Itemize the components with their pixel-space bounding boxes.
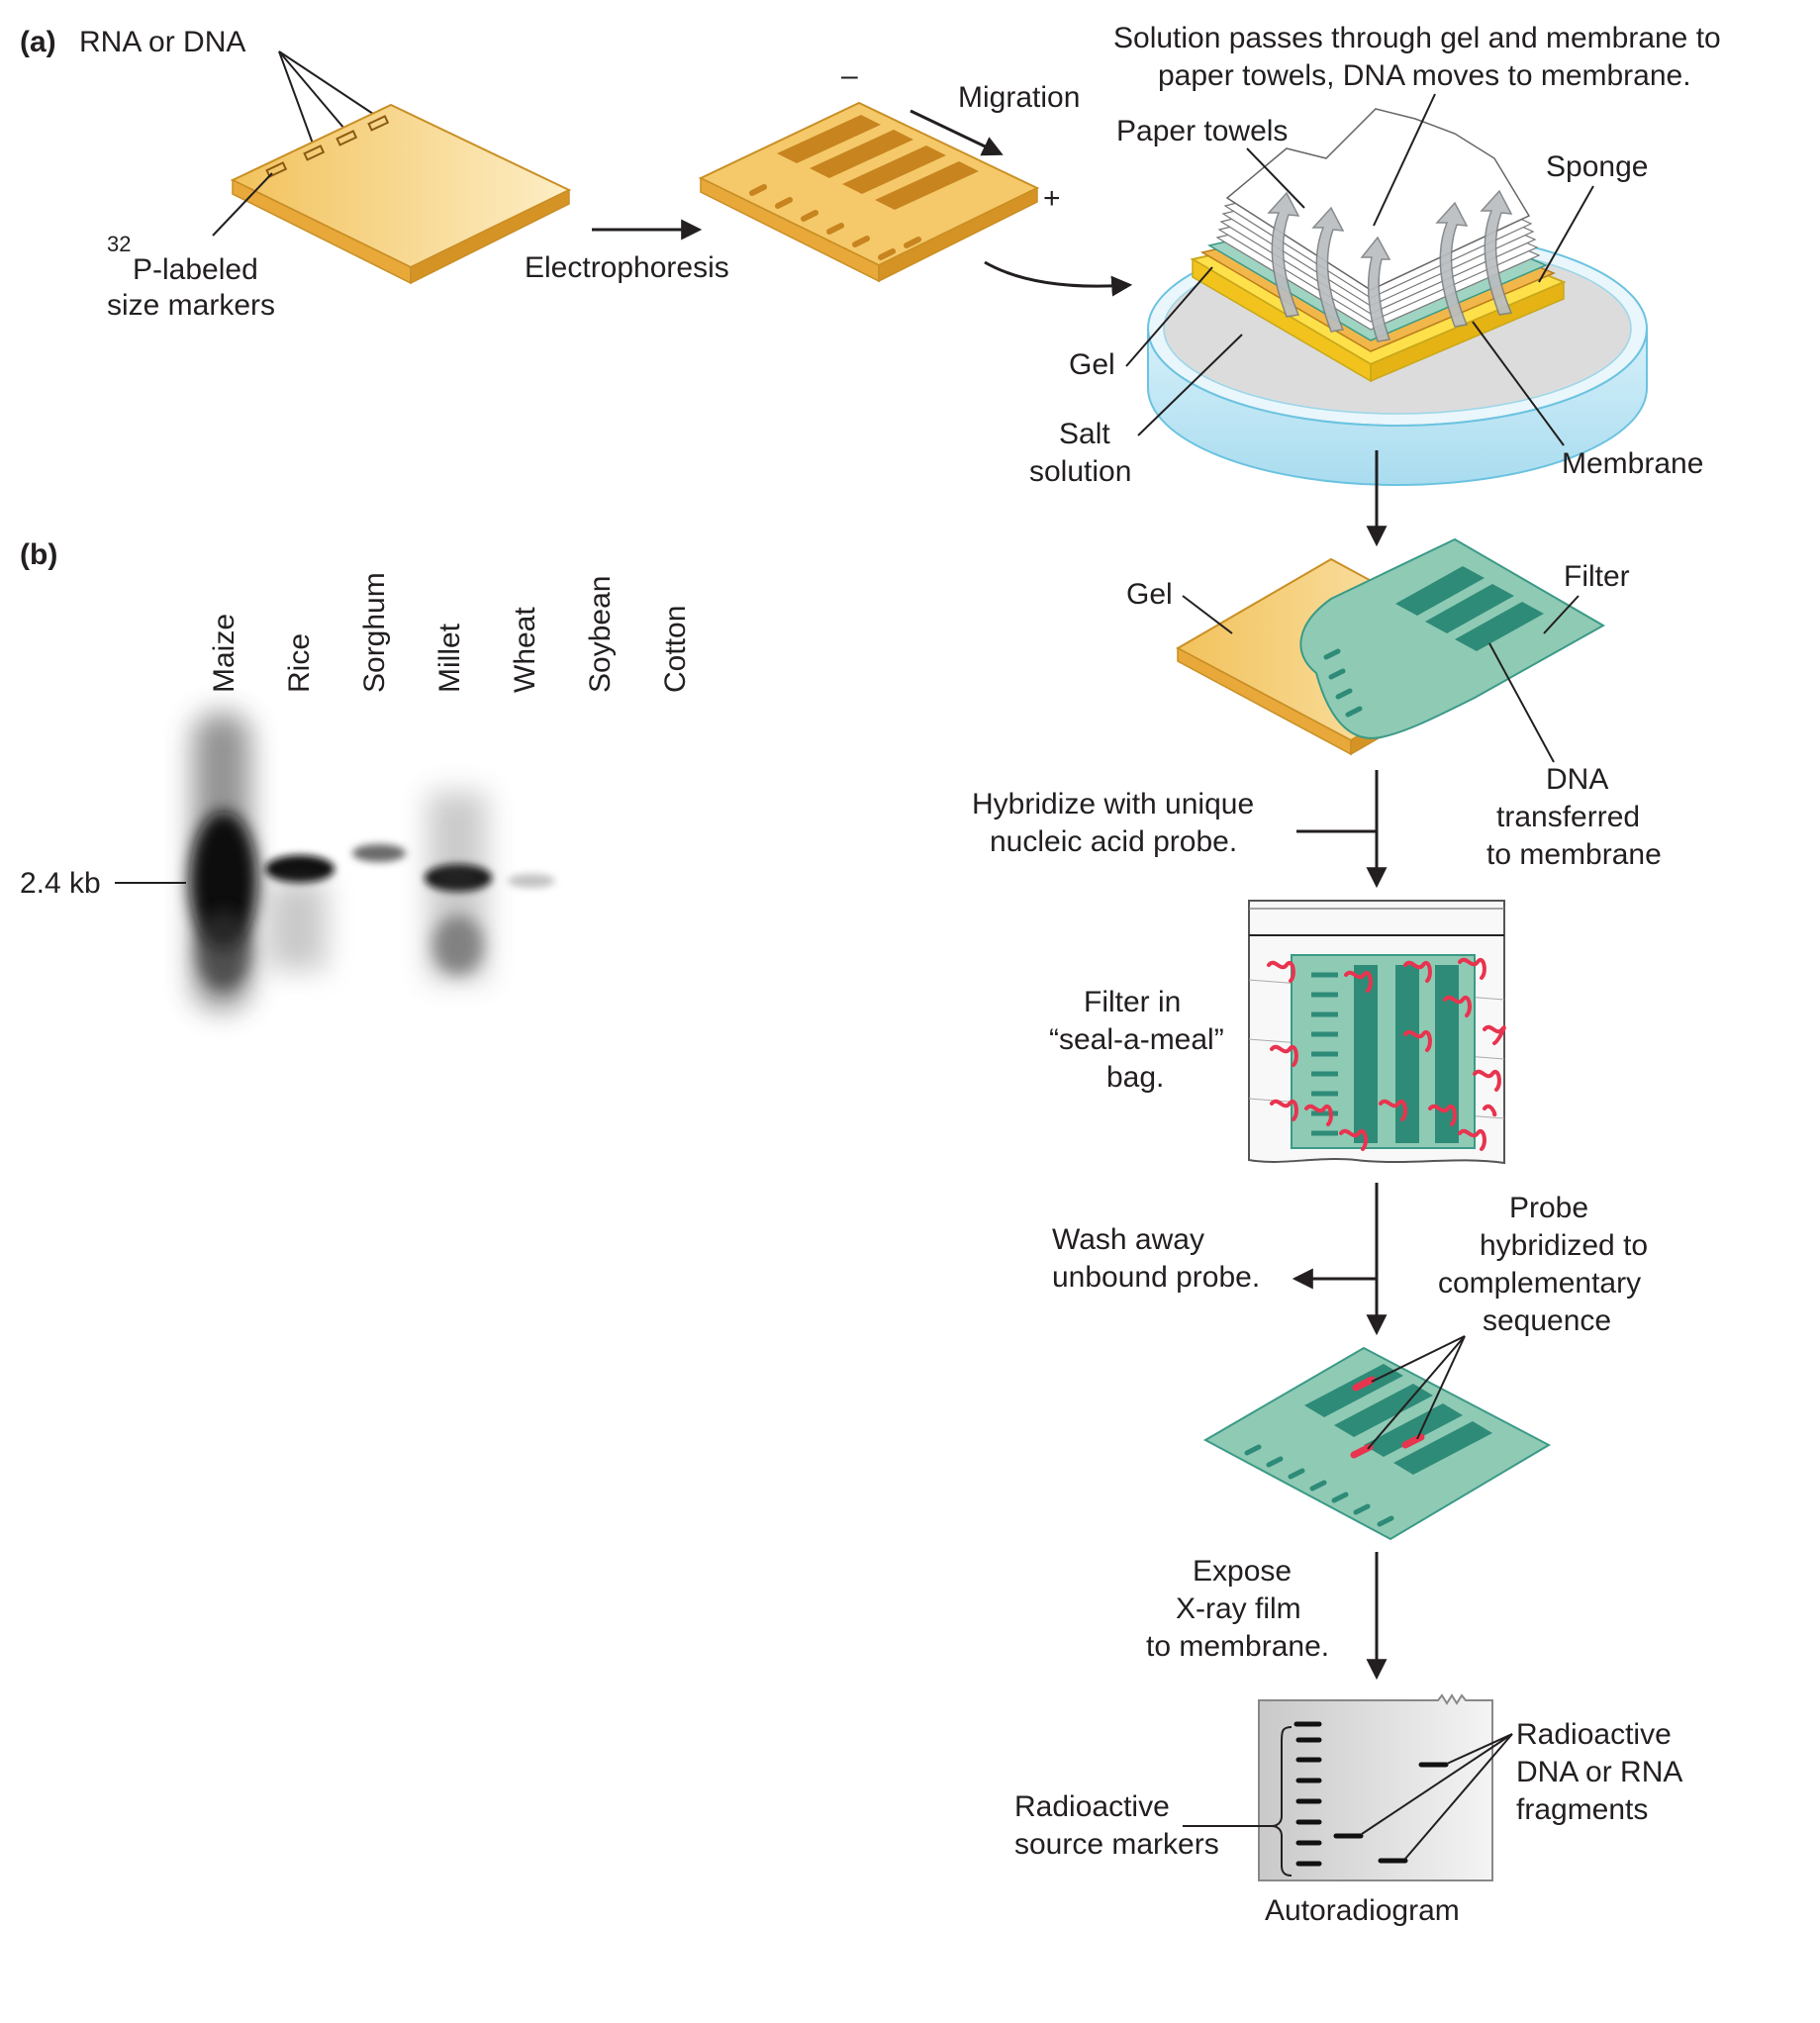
probe-line3: complementary <box>1438 1267 1641 1300</box>
lane-label-soybean: Soybean <box>584 576 617 693</box>
expose-line3: to membrane. <box>1146 1630 1329 1663</box>
radio-frag-line3: fragments <box>1516 1793 1648 1826</box>
solution-leader <box>1373 93 1436 227</box>
gel-leader-1 <box>1125 266 1213 367</box>
lane-label-rice: Rice <box>283 633 316 693</box>
gel-leader-2 <box>1182 595 1233 634</box>
minus-sign: – <box>841 59 858 92</box>
lane-label-maize: Maize <box>208 614 240 693</box>
gel-label-2: Gel <box>1126 578 1173 611</box>
plus-sign: + <box>1043 182 1061 215</box>
autoradiogram-label: Autoradiogram <box>1265 1894 1460 1927</box>
filter-label: Filter <box>1564 560 1630 593</box>
salt-leader <box>1137 334 1243 436</box>
radio-frag-line1: Radioactive <box>1516 1718 1672 1751</box>
membrane-leader <box>1472 321 1565 446</box>
probe-line1: Probe <box>1509 1192 1588 1224</box>
migration-label: Migration <box>958 81 1080 114</box>
dna-line3: to membrane <box>1486 838 1662 871</box>
lane-label-sorghum: Sorghum <box>358 572 391 693</box>
seal-a-meal-bag <box>1248 900 1506 1165</box>
expose-line1: Expose <box>1193 1555 1292 1588</box>
salt-line1: Salt <box>1059 418 1110 450</box>
electrophoresis-label: Electrophoresis <box>525 251 729 284</box>
hybridize-line2: nucleic acid probe. <box>990 825 1237 858</box>
radio-frag-line2: DNA or RNA <box>1516 1756 1682 1788</box>
probe-leader-lines <box>1367 1335 1466 1450</box>
hybridize-line1: Hybridize with unique <box>972 788 1254 820</box>
size-markers-line1: P-labeled <box>133 253 258 286</box>
membrane-label: Membrane <box>1562 447 1703 480</box>
wash-line1: Wash away <box>1052 1223 1204 1256</box>
fragment-leader-lines <box>1361 1733 1513 1860</box>
dna-line1: DNA <box>1546 763 1608 796</box>
sponge-leader <box>1538 185 1594 283</box>
electrophoresed-gel <box>698 101 1040 283</box>
sponge-label: Sponge <box>1546 150 1648 183</box>
lane-label-millet: Millet <box>433 623 466 693</box>
dna-line2: transferred <box>1496 801 1640 833</box>
rna-or-dna-label: RNA or DNA <box>79 26 245 58</box>
solution-line1: Solution passes through gel and membrane… <box>1113 22 1721 54</box>
paper-towels-label: Paper towels <box>1116 115 1288 147</box>
radio-src-line2: source markers <box>1014 1828 1219 1861</box>
solution-line2: paper towels, DNA moves to membrane. <box>1158 59 1691 92</box>
filter-leader <box>1543 595 1580 634</box>
autoradiogram-film <box>1258 1693 1493 1881</box>
probe-line2: hybridized to <box>1480 1229 1648 1262</box>
probe-line4: sequence <box>1483 1304 1611 1337</box>
dna-leader <box>1488 642 1555 763</box>
marker-label: 2.4 kb <box>20 867 101 900</box>
gel-label-1: Gel <box>1069 348 1115 381</box>
hybridized-filter <box>1202 1346 1552 1541</box>
panel-a-label: (a) <box>20 26 56 58</box>
size-marker-leader <box>212 172 273 237</box>
blot-image <box>150 707 776 1120</box>
lane-label-cotton: Cotton <box>659 606 692 693</box>
radio-src-line1: Radioactive <box>1014 1790 1170 1823</box>
paper-towels-leader <box>1246 147 1305 209</box>
bag-line3: bag. <box>1106 1061 1164 1094</box>
migration-arrow <box>910 109 1004 156</box>
size-markers-superscript: 32 <box>107 232 131 256</box>
salt-line2: solution <box>1029 455 1131 488</box>
lane-labels: Maize Rice Sorghum Millet Wheat Soybean Cotton <box>208 572 692 693</box>
size-markers-line2: size markers <box>107 289 275 322</box>
rna-dna-leader-lines <box>278 50 377 144</box>
panel-b-label: (b) <box>20 538 57 571</box>
capillary-blot-apparatus <box>1147 108 1648 486</box>
bag-line1: Filter in <box>1084 986 1181 1018</box>
gel-and-filter <box>1175 537 1606 756</box>
lane-label-wheat: Wheat <box>509 607 541 693</box>
loaded-gel <box>230 103 572 285</box>
bag-line2: “seal-a-meal” <box>1049 1023 1224 1056</box>
expose-line2: X-ray film <box>1176 1592 1301 1625</box>
wash-line2: unbound probe. <box>1052 1261 1260 1294</box>
to-blot-arrow <box>984 260 1133 297</box>
